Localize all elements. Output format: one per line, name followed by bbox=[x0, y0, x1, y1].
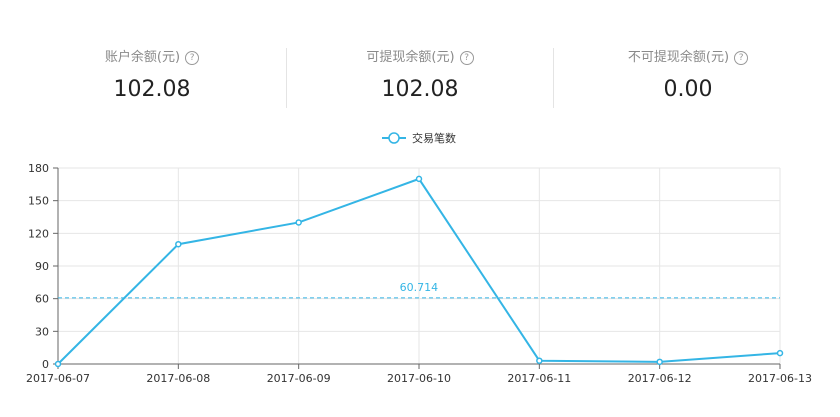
x-tick-label: 2017-06-09 bbox=[267, 372, 331, 385]
withdrawable-balance-value: 102.08 bbox=[381, 77, 459, 102]
balance-summary: 账户余额(元) ? 102.08 可提现余额(元) ? 102.08 不可提现余… bbox=[0, 0, 840, 120]
data-point bbox=[54, 360, 62, 368]
x-tick-label: 2017-06-12 bbox=[628, 372, 692, 385]
data-point bbox=[175, 240, 182, 248]
x-tick-label: 2017-06-08 bbox=[146, 372, 210, 385]
withdrawable-balance: 可提现余额(元) ? 102.08 bbox=[288, 48, 552, 108]
question-circle-icon[interactable]: ? bbox=[459, 51, 474, 65]
y-tick-label: 0 bbox=[42, 358, 49, 371]
y-tick-label: 60 bbox=[35, 293, 49, 306]
non-withdrawable-balance-label: 不可提现余额(元) bbox=[627, 50, 730, 65]
divider bbox=[553, 48, 554, 108]
data-point bbox=[776, 349, 784, 357]
account-balance: 账户余额(元) ? 102.08 bbox=[20, 48, 284, 108]
non-withdrawable-balance: 不可提现余额(元) ? 0.00 bbox=[556, 48, 820, 108]
y-tick-label: 90 bbox=[35, 260, 49, 273]
data-point bbox=[656, 358, 663, 366]
data-point bbox=[415, 175, 423, 183]
data-point bbox=[536, 357, 543, 364]
legend-marker-icon bbox=[388, 132, 400, 144]
y-tick-label: 180 bbox=[28, 162, 49, 175]
x-tick-label: 2017-06-10 bbox=[387, 372, 451, 385]
question-circle-icon[interactable]: ? bbox=[734, 51, 749, 65]
x-tick-label: 2017-06-07 bbox=[26, 372, 90, 385]
y-tick-label: 30 bbox=[35, 325, 49, 338]
y-tick-label: 120 bbox=[28, 227, 49, 240]
account-balance-label: 账户余额(元) bbox=[104, 50, 181, 65]
divider bbox=[286, 48, 287, 108]
y-tick-label: 150 bbox=[28, 195, 49, 208]
account-balance-value: 102.08 bbox=[113, 77, 191, 102]
legend-label: 交易笔数 bbox=[412, 131, 456, 145]
average-label: 60.714 bbox=[400, 281, 439, 294]
x-tick-label: 2017-06-13 bbox=[748, 372, 812, 385]
question-circle-icon[interactable]: ? bbox=[185, 51, 200, 65]
withdrawable-balance-label: 可提现余额(元) bbox=[366, 50, 455, 65]
x-tick-label: 2017-06-11 bbox=[507, 372, 571, 385]
non-withdrawable-balance-value: 0.00 bbox=[663, 77, 713, 102]
data-point bbox=[295, 219, 302, 226]
